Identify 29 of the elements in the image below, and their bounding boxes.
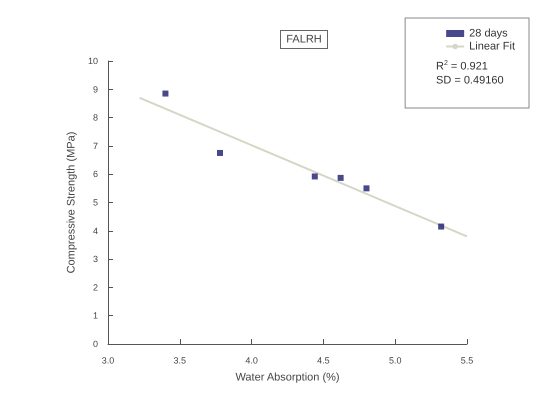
y-axis-title: Compressive Strength (MPa)	[66, 132, 78, 274]
point	[363, 185, 370, 192]
point	[312, 173, 318, 180]
point	[217, 150, 224, 156]
point	[338, 174, 344, 181]
y-tick-label: 7	[92, 140, 98, 151]
x-tick-label: 4.0	[245, 356, 258, 366]
y-tick-label: 6	[92, 169, 98, 180]
legend-label: Linear Fit	[469, 40, 516, 52]
y-tick-label: 0	[92, 339, 98, 349]
x-tick-label: 3.0	[102, 356, 114, 366]
x-tick-label: 5.0	[388, 356, 402, 366]
annotation: SD = 0.49160	[436, 74, 504, 86]
y-tick-label: 5	[92, 198, 98, 208]
x-axis-title: Water Absorption (%)	[235, 372, 340, 384]
point	[438, 224, 444, 230]
y-tick-label: 3	[92, 254, 98, 264]
point	[162, 90, 168, 97]
y-tick-label: 8	[92, 112, 98, 123]
legend-label: 28 days	[469, 28, 508, 40]
x-tick-label: 3.5	[174, 356, 186, 366]
chart-title: FALRH	[286, 34, 322, 46]
y-tick-label: 1	[92, 310, 98, 321]
y-tick-label: 10	[88, 56, 98, 66]
y-tick-label: 4	[92, 226, 98, 236]
x-tick-label: 5.5	[460, 356, 474, 366]
y-tick-label: 9	[92, 84, 98, 94]
x-tick-label: 4.5	[317, 356, 330, 366]
y-tick-label: 2	[92, 282, 98, 292]
